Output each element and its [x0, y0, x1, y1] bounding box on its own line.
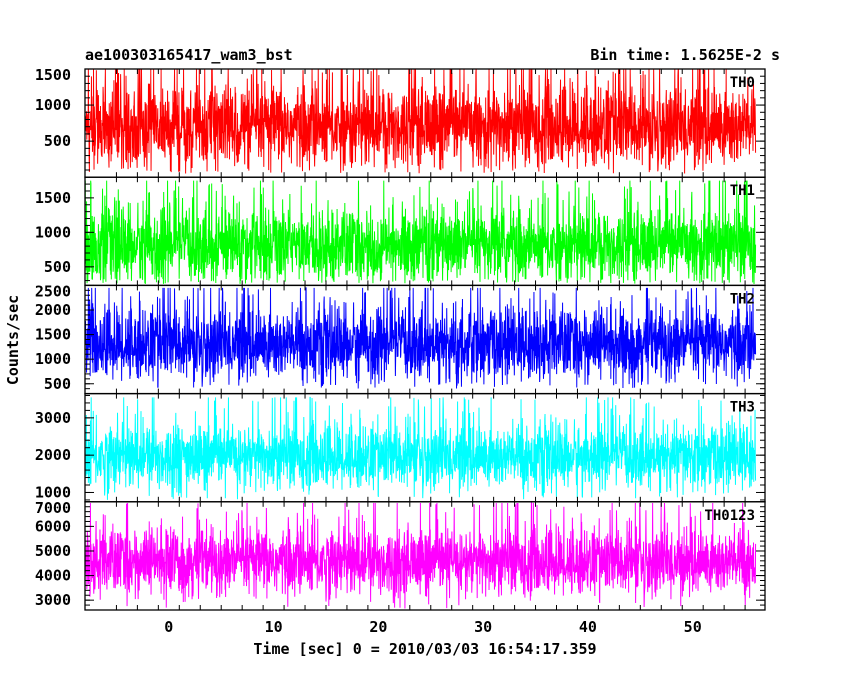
y-tick-label: 2500 — [35, 282, 71, 300]
x-tick-label: 30 — [474, 618, 492, 636]
chart-title-right: Bin time: 1.5625E-2 s — [590, 46, 780, 64]
panel-label-th0123: TH0123 — [704, 508, 755, 524]
series-line-th2 — [85, 287, 757, 389]
y-tick-label: 1000 — [35, 96, 71, 114]
x-tick-label: 50 — [684, 618, 702, 636]
y-tick-label: 1500 — [35, 66, 71, 84]
panel-th3: 1000 2000 3000 TH3 — [35, 392, 766, 503]
panel-label-th2: TH2 — [730, 291, 755, 307]
y-tick-label: 500 — [44, 258, 71, 276]
x-axis-label: Time [sec] 0 = 2010/03/03 16:54:17.359 — [253, 640, 596, 658]
series-line-th0 — [85, 69, 757, 174]
y-tick-label: 500 — [44, 132, 71, 150]
y-tick-label: 1500 — [35, 189, 71, 207]
panel-label-th1: TH1 — [730, 183, 755, 199]
panel-th0: 500 1000 1500 TH0 — [35, 66, 766, 178]
x-tick-label: 0 — [164, 618, 173, 636]
x-tick-label: 20 — [369, 618, 387, 636]
y-tick-label: 500 — [44, 375, 71, 393]
chart-title-left: ae100303165417_wam3_bst — [85, 46, 293, 64]
y-tick-label: 1500 — [35, 326, 71, 344]
panel-label-th0: TH0 — [730, 75, 755, 91]
y-axis-label: Counts/sec — [4, 295, 22, 385]
series-line-th3 — [85, 396, 757, 500]
x-tick-label: 40 — [579, 618, 597, 636]
panel-th1: 500 1000 1500 TH1 — [35, 176, 766, 287]
y-tick-label: 2000 — [35, 446, 71, 464]
panel-label-th3: TH3 — [730, 400, 755, 416]
y-tick-label: 2000 — [35, 301, 71, 319]
series-line-th1 — [85, 180, 757, 284]
y-tick-label: 6000 — [35, 517, 71, 535]
y-tick-label: 1000 — [35, 483, 71, 501]
y-tick-label: 3000 — [35, 409, 71, 427]
y-tick-label: 7000 — [35, 499, 71, 517]
y-tick-label: 3000 — [35, 591, 71, 609]
y-tick-label: 1000 — [35, 223, 71, 241]
y-tick-label: 1000 — [35, 350, 71, 368]
series-line-th0123 — [85, 502, 757, 609]
x-tick-label: 10 — [265, 618, 283, 636]
y-tick-label: 4000 — [35, 567, 71, 585]
y-tick-label: 5000 — [35, 542, 71, 560]
